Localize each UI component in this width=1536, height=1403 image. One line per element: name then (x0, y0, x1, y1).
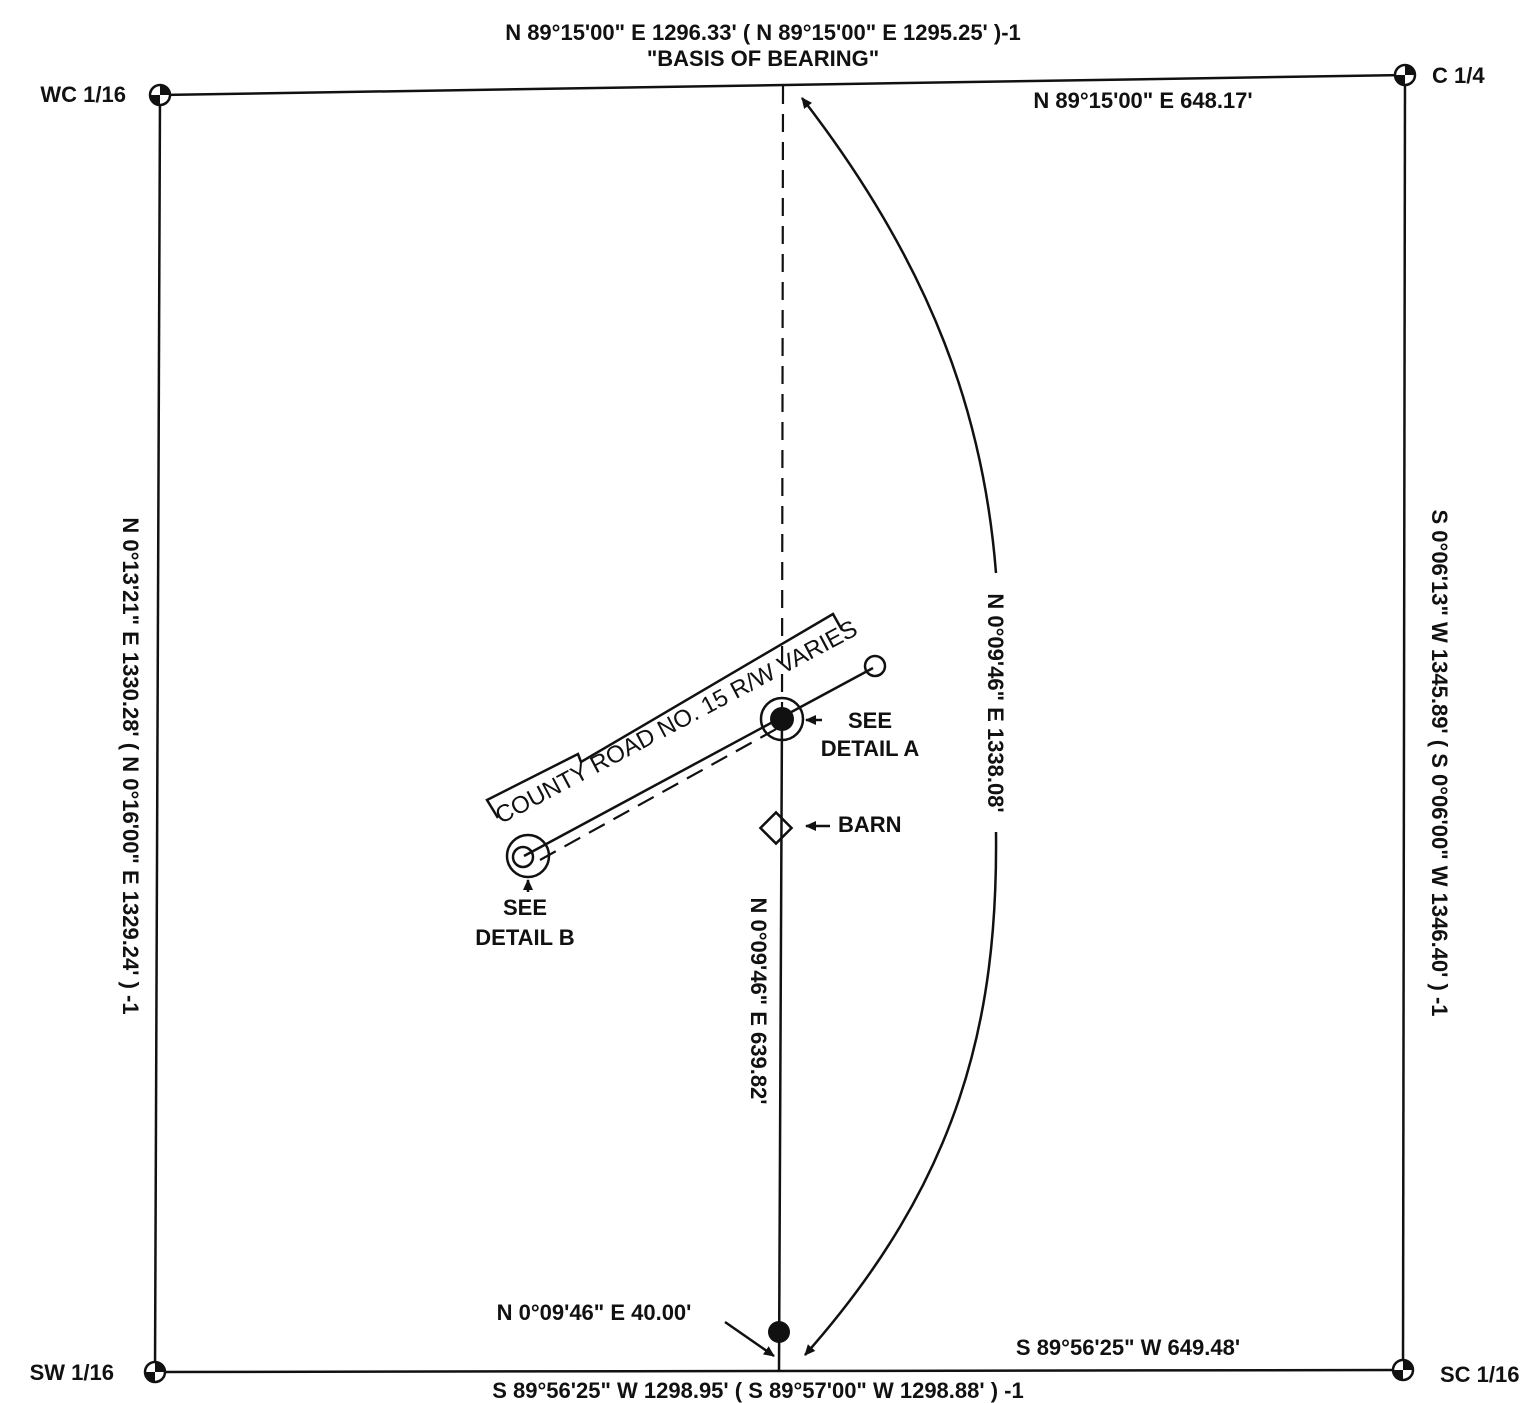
road-centerline (523, 666, 874, 858)
barn-icon (758, 810, 794, 846)
north-partial-label: N 89°15'00" E 648.17' (1033, 88, 1252, 113)
center-line-dashed (780, 85, 785, 713)
corner-c-icon (1393, 63, 1417, 87)
corner-c-label: C 1/4 (1432, 63, 1485, 88)
barn-label: BARN (838, 812, 902, 837)
east-boundary-line (1401, 74, 1407, 1371)
north-bearing-label: N 89°15'00" E 1296.33' ( N 89°15'00" E 1… (505, 20, 1021, 45)
lower-bearing-label: N 0°09'46" E 639.82' (746, 897, 771, 1104)
west-bearing-label: N 0°13'21" E 1330.28' ( N 0°16'00" E 132… (118, 517, 143, 1014)
arc-lower (804, 831, 998, 1356)
south-partial-label: S 89°56'25" W 649.48' (1016, 1335, 1240, 1360)
corner-sc-label: SC 1/16 (1440, 1362, 1520, 1387)
detail-b-inner-icon (511, 845, 535, 869)
road-label: COUNTY ROAD NO. 15 R/W VARIES (491, 615, 862, 829)
corner-wc-icon (148, 83, 172, 107)
arc-bearing-label: N 0°09'46" E 1338.08' (983, 593, 1008, 812)
center-line-solid (777, 711, 784, 1373)
road-edge-dashed (539, 727, 779, 861)
corner-sw-icon (143, 1360, 167, 1384)
north-boundary-line (159, 73, 1406, 97)
offset-monument-icon (768, 1321, 790, 1343)
detail-a-circle (759, 696, 805, 742)
detail-b-label-line2: DETAIL B (475, 925, 574, 950)
arc-upper (801, 97, 998, 574)
detail-b-circle (505, 833, 551, 879)
detail-b-label-line1: SEE (503, 895, 547, 920)
detail-a-label-line1: SEE (848, 708, 892, 733)
corner-sc-icon (1391, 1358, 1415, 1382)
basis-of-bearing-label: "BASIS OF BEARING" (647, 46, 879, 71)
corner-wc-label: WC 1/16 (40, 82, 126, 107)
corner-sw-label: SW 1/16 (30, 1360, 114, 1385)
west-boundary-line (153, 94, 162, 1373)
road-end-marker (863, 654, 887, 678)
detail-a-monument-icon (770, 707, 794, 731)
offset-bearing-label: N 0°09'46" E 40.00' (497, 1300, 692, 1325)
detail-a-label-line2: DETAIL A (821, 736, 920, 761)
road-row-boundary (485, 612, 844, 819)
offset-leader (724, 1320, 775, 1358)
south-bearing-label: S 89°56'25" W 1298.95' ( S 89°57'00" W 1… (492, 1378, 1023, 1403)
east-bearing-label: S 0°06'13" W 1345.89' ( S 0°06'00" W 134… (1427, 510, 1452, 1017)
